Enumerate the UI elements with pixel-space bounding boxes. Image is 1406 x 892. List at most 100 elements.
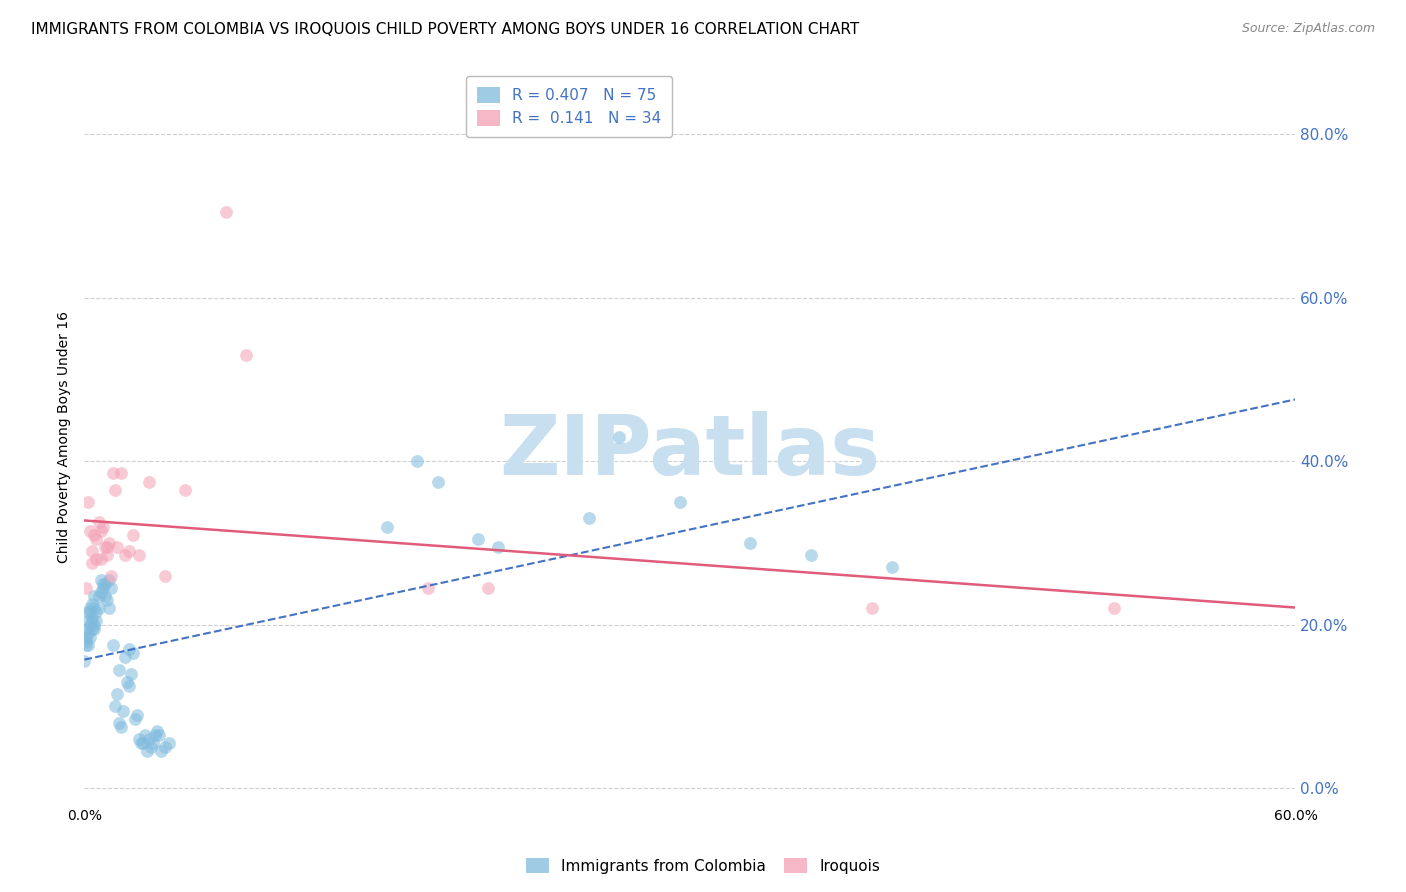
Point [110, 720, 132, 734]
Point [120, 666, 142, 681]
Point [87, 516, 110, 530]
Point [96, 540, 118, 554]
Point [77, 625, 100, 640]
Point [406, 454, 429, 468]
Point [477, 581, 499, 595]
Point [150, 744, 173, 758]
Point [111, 704, 134, 718]
Point [578, 511, 600, 525]
Point [134, 728, 156, 742]
Point [82, 557, 104, 571]
Point [467, 532, 489, 546]
Point [77, 638, 100, 652]
Point [83, 527, 105, 541]
Point [740, 536, 762, 550]
Point [426, 475, 449, 489]
Point [114, 548, 136, 562]
Point [174, 483, 197, 497]
Point [121, 646, 143, 660]
Point [105, 540, 128, 554]
Point [87, 601, 110, 615]
Point [83, 617, 105, 632]
Point [91, 519, 114, 533]
Point [97, 601, 120, 615]
Point [86, 532, 108, 546]
Point [87, 589, 110, 603]
Point [138, 475, 160, 489]
Point [75, 630, 97, 644]
Point [101, 467, 124, 481]
Point [73, 655, 96, 669]
Point [75, 634, 97, 648]
Point [79, 524, 101, 538]
Point [97, 536, 120, 550]
Point [143, 728, 166, 742]
Point [115, 675, 138, 690]
Legend: R = 0.407   N = 75, R =  0.141   N = 34: R = 0.407 N = 75, R = 0.141 N = 34 [465, 76, 672, 137]
Point [486, 540, 509, 554]
Point [128, 732, 150, 747]
Y-axis label: Child Poverty Among Boys Under 16: Child Poverty Among Boys Under 16 [58, 310, 72, 563]
Point [153, 568, 176, 582]
Point [82, 597, 104, 611]
Point [125, 707, 148, 722]
Point [607, 429, 630, 443]
Text: Source: ZipAtlas.com: Source: ZipAtlas.com [1241, 22, 1375, 36]
Point [79, 601, 101, 615]
Point [669, 495, 692, 509]
Point [101, 638, 124, 652]
Point [93, 589, 115, 603]
Point [1102, 601, 1125, 615]
Point [136, 744, 159, 758]
Legend: Immigrants from Colombia, Iroquois: Immigrants from Colombia, Iroquois [520, 852, 886, 880]
Point [148, 728, 170, 742]
Point [121, 527, 143, 541]
Point [375, 519, 398, 533]
Point [129, 736, 152, 750]
Point [83, 589, 105, 603]
Point [118, 544, 141, 558]
Point [880, 560, 903, 574]
Point [83, 601, 105, 615]
Point [114, 650, 136, 665]
Point [96, 548, 118, 562]
Point [105, 687, 128, 701]
Point [89, 585, 111, 599]
Text: IMMIGRANTS FROM COLOMBIA VS IROQUOIS CHILD POVERTY AMONG BOYS UNDER 16 CORRELATI: IMMIGRANTS FROM COLOMBIA VS IROQUOIS CHI… [31, 22, 859, 37]
Point [153, 740, 176, 755]
Point [83, 622, 105, 636]
Point [82, 622, 104, 636]
Point [139, 740, 162, 755]
Point [146, 724, 169, 739]
Point [138, 732, 160, 747]
Point [93, 540, 115, 554]
Point [107, 663, 129, 677]
Point [100, 581, 122, 595]
Point [110, 467, 132, 481]
Point [157, 736, 180, 750]
Point [416, 581, 439, 595]
Point [235, 348, 257, 362]
Point [104, 699, 127, 714]
Point [82, 544, 104, 558]
Point [86, 614, 108, 628]
Point [79, 630, 101, 644]
Point [215, 204, 238, 219]
Point [89, 524, 111, 538]
Point [91, 576, 114, 591]
Point [75, 638, 97, 652]
Point [77, 495, 100, 509]
Point [91, 581, 114, 595]
Point [89, 552, 111, 566]
Point [118, 679, 141, 693]
Point [100, 568, 122, 582]
Point [107, 715, 129, 730]
Point [96, 593, 118, 607]
Point [75, 622, 97, 636]
Point [82, 614, 104, 628]
Text: ZIPatlas: ZIPatlas [499, 411, 880, 491]
Point [142, 736, 165, 750]
Point [124, 712, 146, 726]
Point [75, 581, 97, 595]
Point [118, 642, 141, 657]
